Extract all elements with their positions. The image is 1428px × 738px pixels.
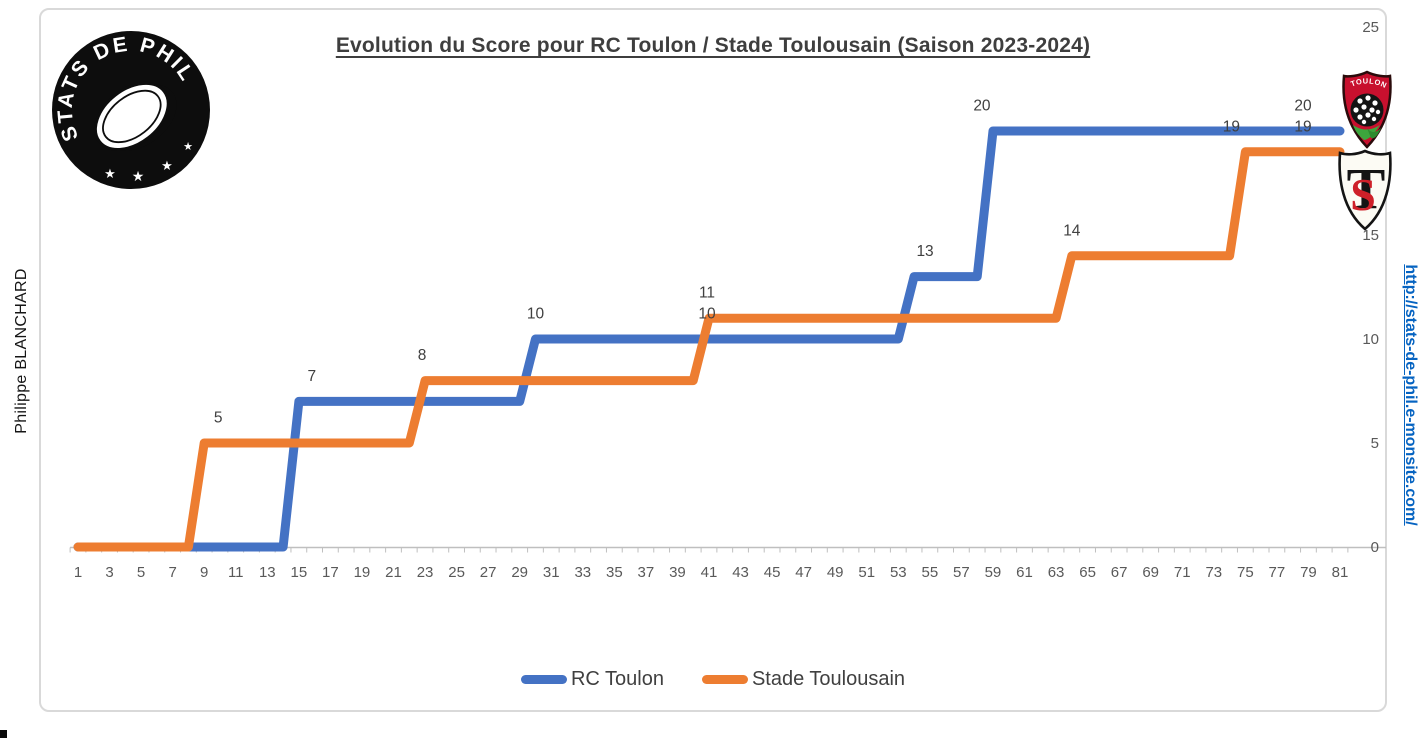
y-tick-label: 5 <box>1371 435 1379 452</box>
muguet-leaves-icon <box>1353 125 1381 140</box>
x-tick-label: 1 <box>74 564 82 581</box>
x-tick-label: 19 <box>354 564 371 581</box>
rc-toulon-line-swatch <box>520 674 567 684</box>
rugby-ball-icon <box>93 81 177 151</box>
legend-item-rc-toulon: RC Toulon <box>520 667 664 691</box>
x-tick-label: 79 <box>1300 564 1317 581</box>
legend-label: RC Toulon <box>570 667 664 690</box>
y-tick-label: 15 <box>1362 227 1379 244</box>
y-tick-label: 25 <box>1362 19 1379 36</box>
series-line-rc-toulon <box>73 126 1345 552</box>
x-tick-label: 27 <box>480 564 497 581</box>
chart-legend: RC Toulon Stade Toulousain <box>39 664 1387 694</box>
x-tick-label: 15 <box>291 564 308 581</box>
x-tick-label: 23 <box>417 564 434 581</box>
x-tick-label: 49 <box>827 564 844 581</box>
x-tick-label: 7 <box>168 564 176 581</box>
chart-outer-border <box>39 8 1387 712</box>
x-tick-label: 47 <box>795 564 812 581</box>
stade-shield <box>1338 149 1392 231</box>
x-tick-label: 25 <box>448 564 465 581</box>
muguet-flowers-icon <box>1353 95 1381 125</box>
x-tick-label: 33 <box>574 564 591 581</box>
logo-star-icon: ★ <box>183 141 193 153</box>
x-tick-label: 55 <box>922 564 939 581</box>
x-tick-label: 43 <box>732 564 749 581</box>
x-tick-label: 37 <box>638 564 655 581</box>
x-tick-label: 29 <box>511 564 528 581</box>
stade-letter-s: S <box>1350 169 1376 220</box>
x-tick-label: 57 <box>953 564 970 581</box>
y-tick-label: 0 <box>1371 539 1379 556</box>
data-label: 19 <box>1223 118 1240 135</box>
data-label: 5 <box>214 410 223 427</box>
x-tick-label: 35 <box>606 564 623 581</box>
x-tick-label: 71 <box>1174 564 1191 581</box>
logo-star-icon: ★ <box>132 168 145 184</box>
x-tick-label: 31 <box>543 564 560 581</box>
x-tick-label: 69 <box>1142 564 1159 581</box>
x-tick-label: 53 <box>890 564 907 581</box>
data-label: 19 <box>1294 118 1311 135</box>
stade-toulousain-line-swatch <box>701 674 748 684</box>
data-label: 8 <box>418 347 427 364</box>
x-tick-label: 11 <box>228 564 244 581</box>
data-label: 20 <box>973 98 991 115</box>
x-tick-label: 61 <box>1016 564 1033 581</box>
x-tick-label: 81 <box>1332 564 1349 581</box>
corner-mark <box>0 730 7 738</box>
x-tick-label: 75 <box>1237 564 1254 581</box>
chart-title: Evolution du Score pour RC Toulon / Stad… <box>335 34 1091 57</box>
data-label: 20 <box>1294 98 1312 115</box>
data-label: 7 <box>308 368 317 385</box>
x-tick-label: 51 <box>858 564 875 581</box>
x-tick-label: 59 <box>985 564 1002 581</box>
x-tick-label: 21 <box>385 564 402 581</box>
x-tick-label: 45 <box>764 564 781 581</box>
stade-toulousain-crest: T S <box>1338 149 1392 231</box>
y-tick-label: 10 <box>1362 331 1379 348</box>
data-label: 11 <box>699 285 715 302</box>
x-tick-label: 5 <box>137 564 145 581</box>
x-tick-label: 41 <box>701 564 718 581</box>
series-line-stade-toulousain <box>73 147 1345 552</box>
logo-star-icon: ★ <box>104 166 116 181</box>
data-label: 10 <box>698 306 716 323</box>
x-tick-label: 17 <box>322 564 339 581</box>
x-tick-label: 73 <box>1205 564 1222 581</box>
data-label: 13 <box>916 243 933 260</box>
x-tick-label: 3 <box>105 564 113 581</box>
x-tick-label: 13 <box>259 564 276 581</box>
data-label: 10 <box>527 306 545 323</box>
x-tick-label: 63 <box>1048 564 1065 581</box>
author-name: Philippe BLANCHARD <box>13 268 30 434</box>
rc-toulon-crest: TOULON <box>1342 70 1392 149</box>
x-tick-label: 65 <box>1079 564 1096 581</box>
stats-de-phil-logo: STATS DE PHIL ★ ★ ★ ★ <box>52 31 210 189</box>
legend-label: Stade Toulousain <box>751 667 906 690</box>
x-tick-label: 39 <box>669 564 686 581</box>
x-tick-label: 67 <box>1111 564 1128 581</box>
x-tick-label: 77 <box>1269 564 1286 581</box>
logo-star-icon: ★ <box>161 158 173 173</box>
x-tick-label: 9 <box>200 564 208 581</box>
stade-letter-t: T <box>1347 156 1386 221</box>
site-url-link[interactable]: http://stats-de-phil.e-monsite.com/ <box>1402 264 1419 526</box>
legend-item-stade-toulousain: Stade Toulousain <box>701 667 906 691</box>
data-label: 14 <box>1063 222 1081 239</box>
